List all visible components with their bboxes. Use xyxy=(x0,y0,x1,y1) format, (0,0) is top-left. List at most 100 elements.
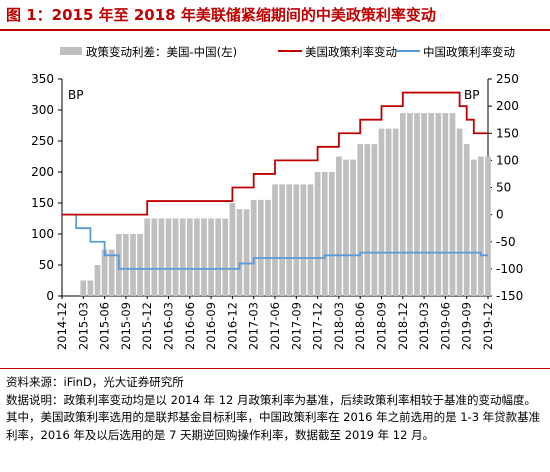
bar-spread xyxy=(208,218,214,296)
bar-spread xyxy=(364,144,371,296)
bar-spread xyxy=(123,234,129,296)
bar-spread xyxy=(172,218,179,296)
left-tick-label: 0 xyxy=(46,289,54,303)
bar-spread xyxy=(371,144,378,296)
chart-container: 0 50 100 150 200 250 300 350 -150 -100 -50 0 50 100 15… xyxy=(0,31,550,366)
title-rule xyxy=(0,29,550,31)
line-us-policy-rate xyxy=(62,91,488,216)
right-tick-label: -50 xyxy=(496,235,516,249)
bar-spread xyxy=(94,265,101,296)
x-tick-label: 2015-06 xyxy=(98,302,112,350)
bar-spread xyxy=(435,113,442,296)
footer-rule xyxy=(0,368,550,369)
right-tick-label: 50 xyxy=(496,181,511,195)
bar-spread xyxy=(442,113,449,296)
right-tick-label: 150 xyxy=(496,126,519,140)
bar-spread xyxy=(165,218,172,296)
bar-spread xyxy=(186,218,193,296)
bar-spread xyxy=(421,113,427,296)
figure-title-bar: 图 1：2015 年至 2018 年美联储紧缩期间的中美政策利率变动 xyxy=(0,0,550,28)
bar-spread xyxy=(456,128,463,296)
right-tick-label: 100 xyxy=(496,153,519,167)
x-tick-label: 2019-03 xyxy=(417,302,431,350)
right-tick-label: 200 xyxy=(496,99,519,113)
x-tick-label: 2015-03 xyxy=(76,302,90,350)
legend-label-spread: 政策变动利差：美国-中国(左) xyxy=(86,45,237,59)
bar-spread xyxy=(449,113,456,296)
left-tick-label: 300 xyxy=(31,103,54,117)
x-tick-label: 2016-12 xyxy=(225,302,239,350)
combo-chart: 0 50 100 150 200 250 300 350 -150 -100 -50 0 50 100 15… xyxy=(31,45,523,350)
bar-spread xyxy=(321,172,328,296)
x-tick-label: 2015-12 xyxy=(140,302,154,350)
left-tick-label: 250 xyxy=(31,134,54,148)
bar-spread xyxy=(229,203,236,296)
bar-spread xyxy=(470,159,477,296)
bar-spread xyxy=(215,218,222,296)
bar-spread xyxy=(80,280,87,296)
x-tick-label: 2019-09 xyxy=(460,302,474,350)
x-tick-label: 2018-12 xyxy=(396,302,410,350)
bar-spread xyxy=(385,128,392,296)
bar-spread xyxy=(250,199,257,296)
bar-spread xyxy=(243,209,250,296)
bar-spread xyxy=(343,159,349,296)
bar-spread xyxy=(378,128,385,296)
bar-spread xyxy=(257,199,264,296)
bar-spread xyxy=(478,156,484,296)
right-unit-label: BP xyxy=(464,88,479,102)
bar-spread xyxy=(392,128,399,296)
bar-spread xyxy=(293,184,300,296)
x-tick-label: 2018-06 xyxy=(353,302,367,350)
left-tick-label: 200 xyxy=(31,165,54,179)
right-tick-label: -100 xyxy=(496,262,523,276)
bar-spread xyxy=(336,156,342,296)
bar-spread xyxy=(151,218,158,296)
bar-spread xyxy=(194,218,200,296)
notes-block: 资料来源：iFinD，光大证券研究所 数据说明：政策利率变动均是以 2014 年… xyxy=(6,374,546,444)
line-china-policy-rate xyxy=(62,213,488,270)
bar-spread xyxy=(307,184,314,296)
bar-spread xyxy=(279,184,285,296)
left-unit-label: BP xyxy=(68,88,83,102)
legend-label-us: 美国政策利率变动 xyxy=(305,45,397,59)
x-tick-label: 2019-06 xyxy=(438,302,452,350)
bar-spread xyxy=(314,172,321,296)
bar-spread xyxy=(428,113,435,296)
left-tick-label: 350 xyxy=(31,72,54,86)
right-tick-label: 0 xyxy=(496,208,504,222)
x-tick-label: 2016-09 xyxy=(204,302,218,350)
left-tick-label: 150 xyxy=(31,196,54,210)
bar-spread xyxy=(108,249,115,296)
bar-spread xyxy=(201,218,207,296)
bar-spread xyxy=(357,144,364,296)
bar-spread xyxy=(407,113,413,296)
figure-title: 图 1：2015 年至 2018 年美联储紧缩期间的中美政策利率变动 xyxy=(6,6,436,24)
source-note: 资料来源：iFinD，光大证券研究所 xyxy=(6,375,184,389)
bar-spread xyxy=(272,184,278,296)
x-tick-label: 2015-09 xyxy=(119,302,133,350)
x-tick-label: 2017-09 xyxy=(289,302,303,350)
bar-spread xyxy=(222,218,229,296)
bar-spread xyxy=(87,280,94,296)
legend-swatch-spread xyxy=(60,47,82,55)
bar-spread xyxy=(300,184,307,296)
x-tick-label: 2014-12 xyxy=(55,302,69,350)
x-tick-label: 2017-12 xyxy=(311,302,325,350)
bar-spread xyxy=(328,172,335,296)
bar-spread xyxy=(144,218,151,296)
right-tick-label: -150 xyxy=(496,289,523,303)
left-tick-label: 100 xyxy=(31,227,54,241)
bar-spread xyxy=(179,218,186,296)
bar-spread xyxy=(265,199,271,296)
bar-spread xyxy=(130,234,136,296)
data-explanation: 数据说明：政策利率变动均是以 2014 年 12 月政策利率为基准，后续政策利率… xyxy=(6,392,541,442)
x-tick-label: 2018-03 xyxy=(332,302,346,350)
x-tick-label: 2019-12 xyxy=(481,302,495,350)
x-tick-label: 2016-06 xyxy=(183,302,197,350)
right-tick-label: 250 xyxy=(496,72,519,86)
legend-label-china: 中国政策利率变动 xyxy=(423,45,515,59)
bar-spread xyxy=(158,218,165,296)
left-tick-label: 50 xyxy=(39,258,54,272)
bar-spread xyxy=(399,113,406,296)
